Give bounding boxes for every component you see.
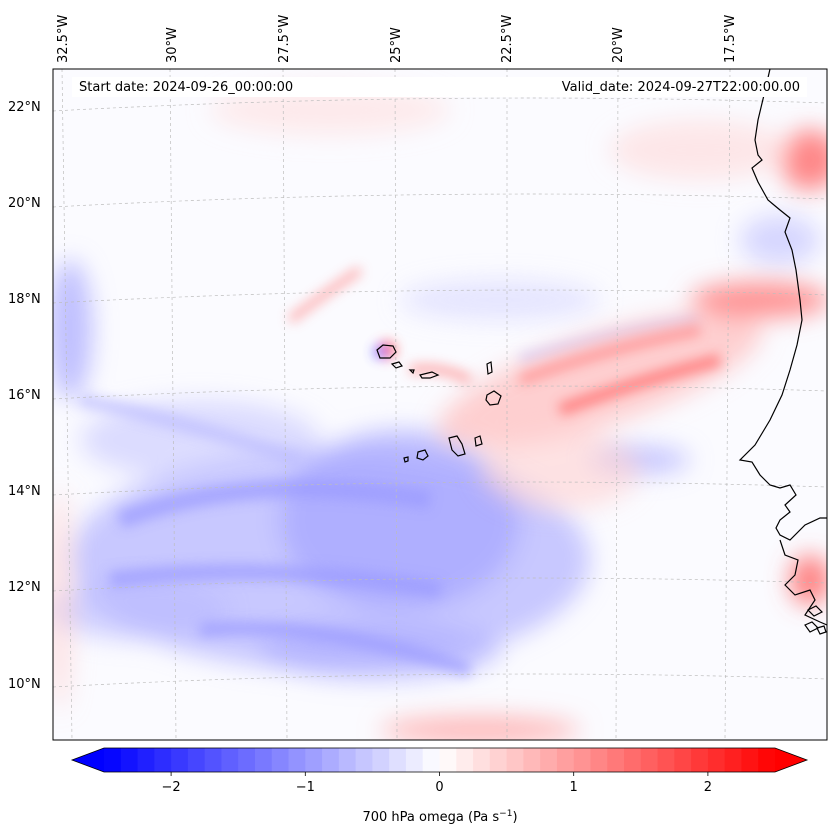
colorbar-segment (523, 748, 541, 772)
cape-verde-brava (403, 456, 409, 463)
colorbar-segment (707, 748, 726, 772)
lon-label: 32.5°W (56, 15, 71, 63)
lat-label: 16°N (8, 388, 41, 403)
lat-label: 18°N (8, 292, 41, 307)
cape-verde-sao-vicente (390, 361, 403, 369)
colorbar-segment (204, 748, 223, 772)
colorbar-segment (104, 748, 122, 772)
lon-label: 17.5°W (723, 15, 738, 63)
colorbar-segment (556, 748, 575, 772)
info-band (72, 77, 807, 97)
colorbar-segment (473, 748, 491, 772)
colorbar-segment (171, 748, 189, 772)
colorbar-segment (405, 748, 424, 772)
colorbar-segment (221, 748, 239, 772)
colorbar-segment (322, 748, 340, 772)
lon-label: 27.5°W (277, 15, 292, 63)
colorbar-ticks: −2 −1 0 1 2 (162, 772, 712, 795)
map-panel: Start date: 2024-09-26_00:00:00 Valid_da… (52, 68, 828, 741)
start-date: Start date: 2024-09-26_00:00:00 (79, 80, 293, 95)
colorbar-segment (657, 748, 675, 772)
lat-label: 12°N (8, 580, 41, 595)
colorbar-segment (624, 748, 642, 772)
colorbar-segment (254, 748, 273, 772)
colorbar-segment (573, 748, 592, 772)
colorbar-segment (674, 748, 692, 772)
colorbar-segment (187, 748, 206, 772)
colorbar-segment (456, 748, 474, 772)
colorbar-segment (422, 748, 441, 772)
africa-coastline (738, 69, 827, 541)
coastlines (376, 69, 827, 635)
colorbar-tick-label: 2 (704, 780, 712, 795)
cape-verde-sao-nicolau (419, 371, 440, 379)
colorbar-segment (271, 748, 290, 772)
valid-date: Valid_date: 2024-09-27T22:00:00.00 (562, 80, 800, 95)
colorbar-segment (288, 748, 306, 772)
cape-verde-santo-antao (376, 344, 397, 359)
colorbar-outline (70, 747, 809, 773)
colorbar-segment (137, 748, 155, 772)
cape-verde-sal (486, 361, 493, 375)
lon-label: 30°W (165, 27, 180, 63)
colorbar-segment (389, 748, 407, 772)
lat-label: 10°N (8, 677, 41, 692)
map-frame (52, 68, 828, 741)
colorbar-segment (439, 748, 457, 772)
colorbar-segment (338, 748, 357, 772)
lat-label: 14°N (8, 484, 41, 499)
colorbar: −2 −1 0 1 2 700 hPa omega (Pa s−1) (70, 747, 809, 825)
longitude-labels: 32.5°W 30°W 27.5°W 25°W 22.5°W 20°W 17.5… (56, 15, 738, 63)
latitude-labels: 22°N 20°N 18°N 16°N 14°N 12°N 10°N (8, 100, 41, 692)
colorbar-segment (540, 748, 558, 772)
colorbar-segment (724, 748, 743, 772)
lat-label: 22°N (8, 100, 41, 115)
colorbar-segment (607, 748, 625, 772)
colorbar-segment (640, 748, 659, 772)
colorbar-segment (305, 748, 323, 772)
colorbar-segment (506, 748, 524, 772)
lon-label: 22.5°W (500, 15, 515, 63)
colorbar-segment (741, 748, 759, 772)
colorbar-title: 700 hPa omega (Pa s−1) (362, 809, 517, 825)
colorbar-tick-label: −2 (162, 780, 181, 795)
cape-verde-maio (474, 435, 483, 447)
colorbar-tick-label: 1 (570, 780, 578, 795)
lon-label: 25°W (389, 27, 404, 63)
cape-verde-santiago (448, 435, 466, 457)
colorbar-segment (691, 748, 709, 772)
lon-label: 20°W (611, 27, 626, 63)
cape-verde-fogo (416, 449, 429, 461)
colorbar-segments (104, 748, 776, 772)
colorbar-segment (120, 748, 139, 772)
colorbar-segment (372, 748, 390, 772)
colorbar-tick-label: −1 (296, 780, 315, 795)
colorbar-segment (758, 748, 776, 772)
colorbar-segment (154, 748, 172, 772)
colorbar-segment (590, 748, 608, 772)
colorbar-arrow-high (775, 748, 807, 772)
colorbar-arrow-low (72, 748, 104, 772)
colorbar-segment (355, 748, 374, 772)
cape-verde-boa-vista (485, 390, 502, 406)
colorbar-segment (489, 748, 508, 772)
colorbar-segment (238, 748, 256, 772)
omega-field (53, 85, 827, 740)
cape-verde-santa-luzia (408, 369, 415, 375)
graticule (53, 69, 827, 740)
colorbar-tick-label: 0 (435, 780, 443, 795)
lat-label: 20°N (8, 196, 41, 211)
